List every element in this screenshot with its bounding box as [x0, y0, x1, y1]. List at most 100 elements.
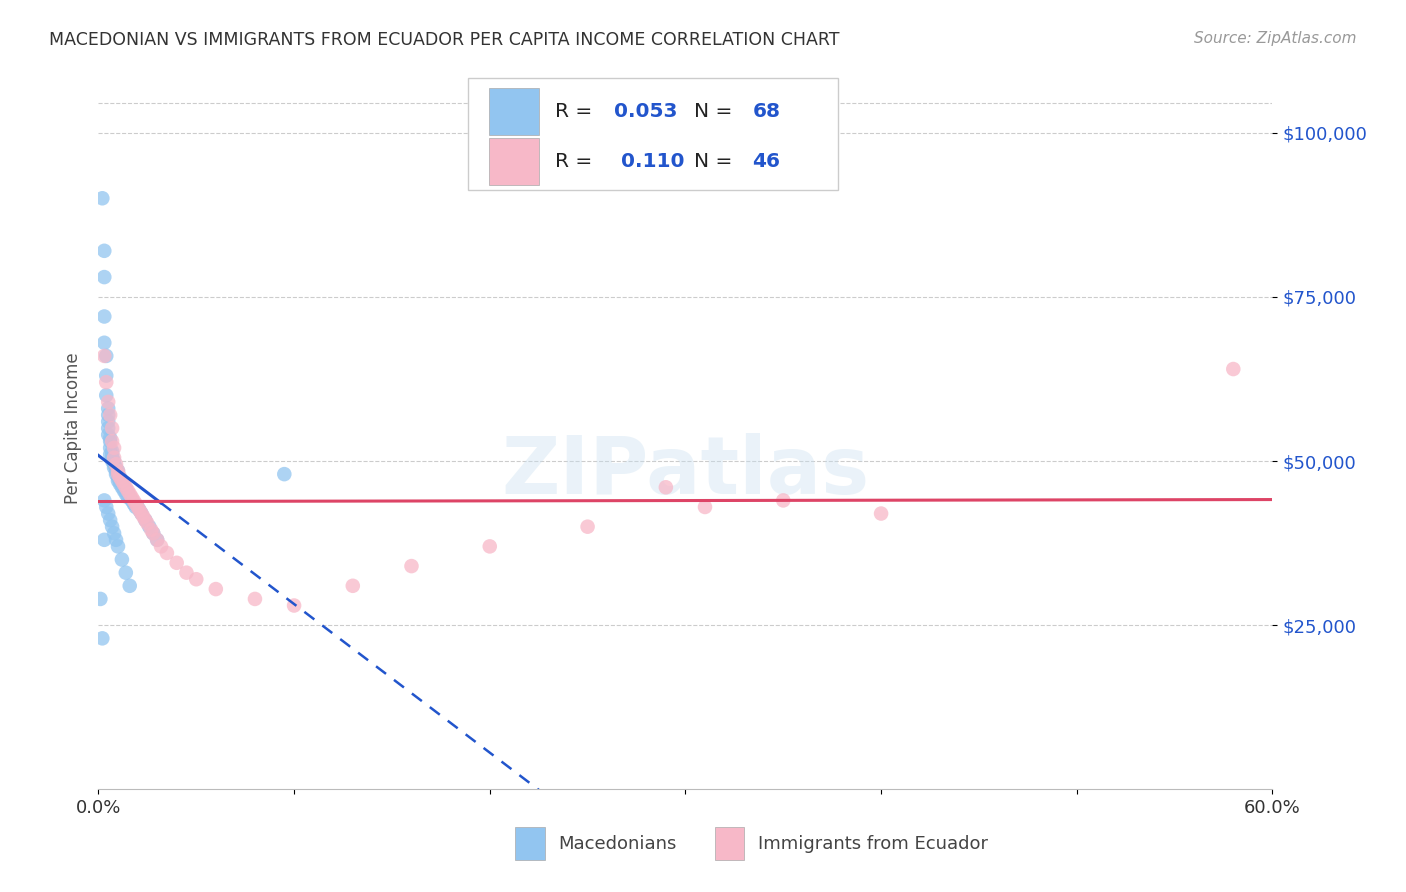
Point: [105, 460, 128, 475]
Bar: [515, 828, 544, 860]
Point: [105, 467, 128, 482]
Point: [98, 431, 121, 445]
Point: [142, 526, 165, 541]
Bar: [714, 828, 744, 860]
Text: 0.110: 0.110: [614, 153, 685, 171]
Point: [97, 415, 120, 429]
Point: [176, 566, 198, 580]
Point: [150, 540, 173, 554]
Point: [105, 458, 128, 472]
Point: [146, 533, 169, 547]
FancyBboxPatch shape: [468, 78, 838, 190]
Point: [283, 599, 305, 613]
Point: [141, 523, 163, 537]
Point: [96, 349, 118, 363]
Point: [93, 244, 115, 258]
Point: [122, 497, 145, 511]
Text: R =: R =: [555, 153, 599, 171]
Point: [127, 500, 149, 514]
Point: [112, 483, 135, 498]
Point: [112, 477, 135, 491]
Point: [186, 572, 208, 586]
Point: [134, 513, 156, 527]
Point: [655, 480, 678, 494]
Point: [91, 191, 114, 205]
Point: [118, 490, 141, 504]
Text: R =: R =: [555, 102, 599, 120]
Point: [96, 375, 118, 389]
Point: [108, 477, 131, 491]
Point: [478, 540, 501, 554]
Text: 0.053: 0.053: [614, 102, 678, 120]
Point: [101, 444, 124, 458]
Point: [128, 503, 150, 517]
Point: [121, 490, 143, 504]
Point: [107, 467, 129, 482]
Point: [89, 591, 111, 606]
Bar: [489, 138, 538, 186]
Point: [93, 493, 115, 508]
Point: [136, 516, 159, 531]
Point: [124, 500, 146, 514]
Point: [97, 408, 120, 422]
Point: [103, 454, 125, 468]
Point: [97, 401, 120, 416]
Point: [131, 507, 153, 521]
Text: 46: 46: [752, 153, 780, 171]
Point: [98, 513, 121, 527]
Point: [101, 447, 124, 461]
Text: N =: N =: [693, 153, 738, 171]
Point: [111, 477, 134, 491]
Point: [114, 480, 136, 494]
Point: [114, 566, 136, 580]
Point: [124, 497, 146, 511]
Point: [96, 368, 118, 383]
Point: [103, 450, 125, 465]
Point: [103, 458, 125, 472]
Point: [118, 579, 141, 593]
Point: [112, 480, 135, 494]
Point: [128, 503, 150, 517]
Text: ZIPatlas: ZIPatlas: [502, 433, 869, 510]
Point: [93, 270, 115, 285]
Point: [114, 487, 136, 501]
Point: [401, 559, 423, 574]
Point: [107, 540, 129, 554]
Point: [342, 579, 364, 593]
Point: [243, 591, 266, 606]
Point: [134, 513, 156, 527]
Point: [772, 493, 794, 508]
Y-axis label: Per Capita Income: Per Capita Income: [63, 352, 82, 504]
Point: [127, 500, 149, 514]
Point: [121, 493, 143, 508]
Point: [101, 434, 124, 449]
Point: [108, 474, 131, 488]
Point: [91, 632, 114, 646]
Point: [131, 507, 153, 521]
Point: [166, 556, 188, 570]
Point: [142, 526, 165, 541]
Point: [103, 441, 125, 455]
Point: [107, 464, 129, 478]
Point: [156, 546, 179, 560]
Point: [105, 464, 128, 478]
Point: [98, 434, 121, 449]
Point: [114, 483, 136, 498]
Point: [576, 519, 599, 533]
Point: [103, 460, 125, 475]
Point: [107, 464, 129, 478]
Point: [870, 507, 893, 521]
Point: [98, 408, 121, 422]
Point: [117, 487, 139, 501]
Point: [107, 470, 129, 484]
Point: [1222, 362, 1244, 376]
Point: [205, 582, 228, 596]
Point: [97, 427, 120, 442]
Point: [93, 335, 115, 350]
Point: [103, 526, 125, 541]
Point: [93, 349, 115, 363]
Point: [101, 519, 124, 533]
Point: [93, 310, 115, 324]
Point: [122, 493, 145, 508]
Point: [107, 467, 129, 482]
